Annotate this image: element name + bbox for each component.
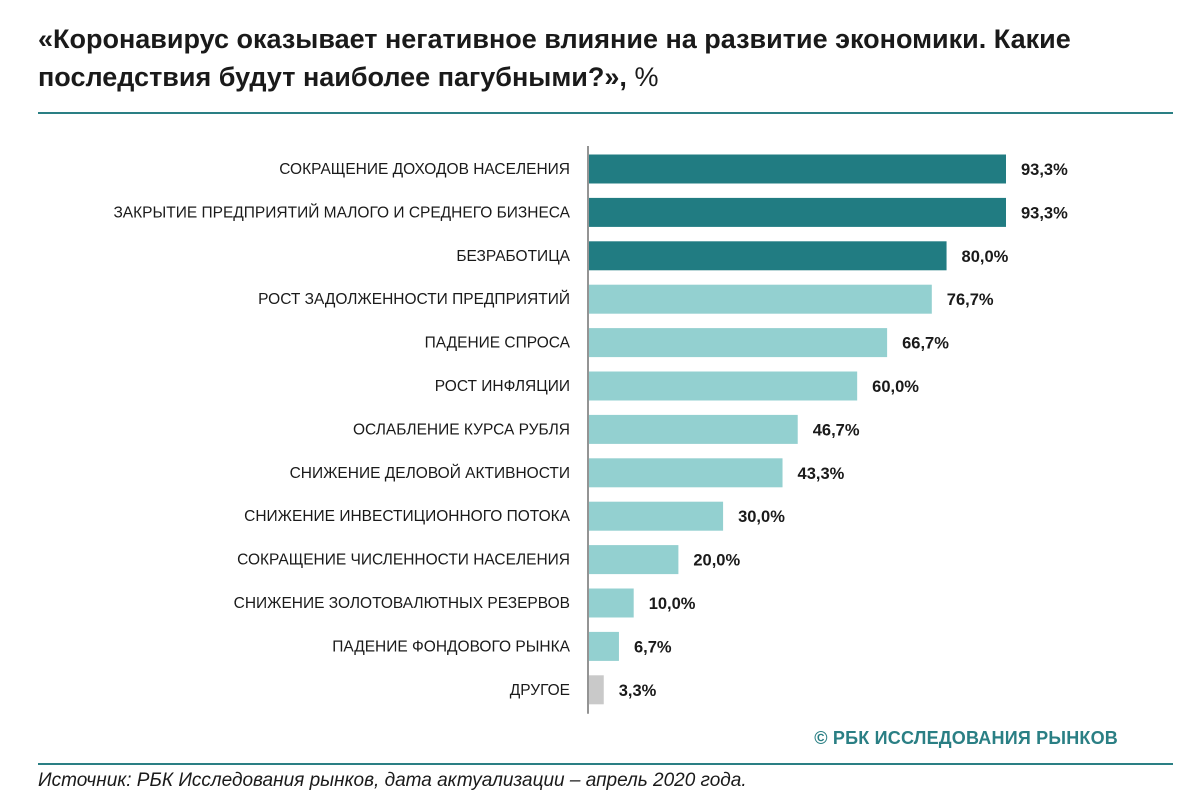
- bar: [589, 371, 858, 401]
- category-label: ЗАКРЫТИЕ ПРЕДПРИЯТИЙ МАЛОГО И СРЕДНЕГО Б…: [113, 203, 570, 221]
- bar: [589, 588, 634, 618]
- source-note: Источник: РБК Исследования рынков, дата …: [38, 770, 747, 791]
- category-label: РОСТ ИНФЛЯЦИИ: [435, 378, 570, 395]
- category-label: СОКРАЩЕНИЕ ЧИСЛЕННОСТИ НАСЕЛЕНИЯ: [237, 552, 570, 569]
- data-label: 93,3%: [1021, 161, 1068, 179]
- bottom-divider: [38, 763, 1173, 765]
- data-label: 20,0%: [693, 552, 740, 570]
- chart-title-unit: %: [634, 62, 659, 92]
- bar-chart: СОКРАЩЕНИЕ ДОХОДОВ НАСЕЛЕНИЯ 93,3% ЗАКРЫТИ…: [113, 146, 1068, 714]
- data-label: 46,7%: [813, 421, 860, 439]
- bar: [589, 414, 798, 444]
- category-label: ПАДЕНИЕ СПРОСА: [425, 335, 571, 352]
- category-label: ДРУГОЕ: [510, 682, 570, 699]
- data-label: 93,3%: [1021, 204, 1068, 222]
- bar: [589, 328, 888, 358]
- bar: [589, 284, 932, 314]
- category-label: СНИЖЕНИЕ ДЕЛОВОЙ АКТИВНОСТИ: [290, 464, 570, 482]
- bar: [589, 545, 679, 575]
- category-label: БЕЗРАБОТИЦА: [456, 248, 570, 265]
- top-divider: [38, 112, 1173, 114]
- bar: [589, 458, 783, 488]
- bar: [589, 154, 1006, 184]
- bar: [589, 241, 947, 271]
- copyright-credit: © РБК ИССЛЕДОВАНИЯ РЫНКОВ: [814, 728, 1118, 748]
- category-label: СНИЖЕНИЕ ЗОЛОТОВАЛЮТНЫХ РЕЗЕРВОВ: [234, 595, 570, 612]
- category-label: ОСЛАБЛЕНИЕ КУРСА РУБЛЯ: [353, 421, 570, 438]
- category-label: ПАДЕНИЕ ФОНДОВОГО РЫНКА: [332, 638, 570, 655]
- data-label: 6,7%: [634, 638, 672, 656]
- data-label: 80,0%: [962, 248, 1009, 266]
- data-label: 60,0%: [872, 378, 919, 396]
- bar: [589, 631, 619, 661]
- data-label: 3,3%: [619, 682, 657, 700]
- data-label: 30,0%: [738, 508, 785, 526]
- bar: [589, 675, 604, 705]
- bar: [589, 197, 1006, 227]
- data-label: 76,7%: [947, 291, 994, 309]
- category-label: СНИЖЕНИЕ ИНВЕСТИЦИОННОГО ПОТОКА: [244, 508, 571, 525]
- data-label: 43,3%: [798, 465, 845, 483]
- bar: [589, 501, 724, 531]
- data-label: 66,7%: [902, 335, 949, 353]
- data-label: 10,0%: [649, 595, 696, 613]
- category-label: СОКРАЩЕНИЕ ДОХОДОВ НАСЕЛЕНИЯ: [279, 161, 570, 178]
- chart-title-text: «Коронавирус оказывает негативное влияни…: [38, 24, 1071, 92]
- chart-title: «Коронавирус оказывает негативное влияни…: [38, 20, 1168, 96]
- category-label: РОСТ ЗАДОЛЖЕННОСТИ ПРЕДПРИЯТИЙ: [258, 290, 570, 308]
